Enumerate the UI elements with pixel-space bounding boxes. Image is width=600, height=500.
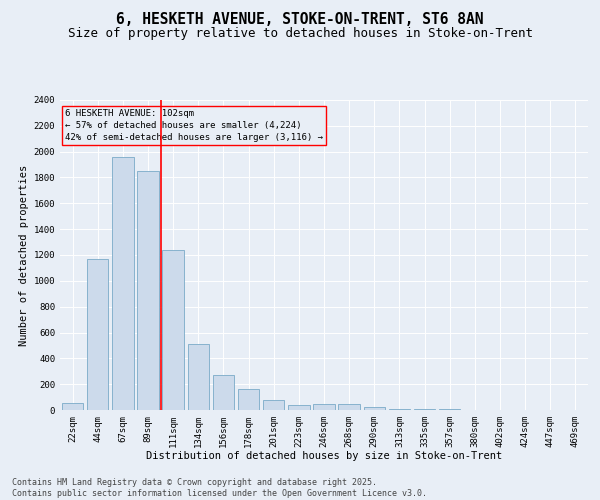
Text: Size of property relative to detached houses in Stoke-on-Trent: Size of property relative to detached ho… [67, 28, 533, 40]
Bar [338, 404, 360, 410]
Bar [188, 344, 209, 410]
Text: 6 HESKETH AVENUE: 102sqm
← 57% of detached houses are smaller (4,224)
42% of sem: 6 HESKETH AVENUE: 102sqm ← 57% of detach… [65, 110, 323, 142]
Bar [288, 405, 310, 410]
Bar [112, 157, 134, 410]
Y-axis label: Number of detached properties: Number of detached properties [19, 164, 29, 346]
Bar [364, 407, 385, 410]
Bar [263, 400, 284, 410]
Bar [87, 259, 109, 410]
Bar [137, 171, 158, 410]
Bar [313, 404, 335, 410]
Bar [213, 375, 234, 410]
Text: 6, HESKETH AVENUE, STOKE-ON-TRENT, ST6 8AN: 6, HESKETH AVENUE, STOKE-ON-TRENT, ST6 8… [116, 12, 484, 28]
Bar [389, 408, 410, 410]
X-axis label: Distribution of detached houses by size in Stoke-on-Trent: Distribution of detached houses by size … [146, 452, 502, 462]
Bar [238, 390, 259, 410]
Bar [62, 403, 83, 410]
Text: Contains HM Land Registry data © Crown copyright and database right 2025.
Contai: Contains HM Land Registry data © Crown c… [12, 478, 427, 498]
Bar [163, 250, 184, 410]
